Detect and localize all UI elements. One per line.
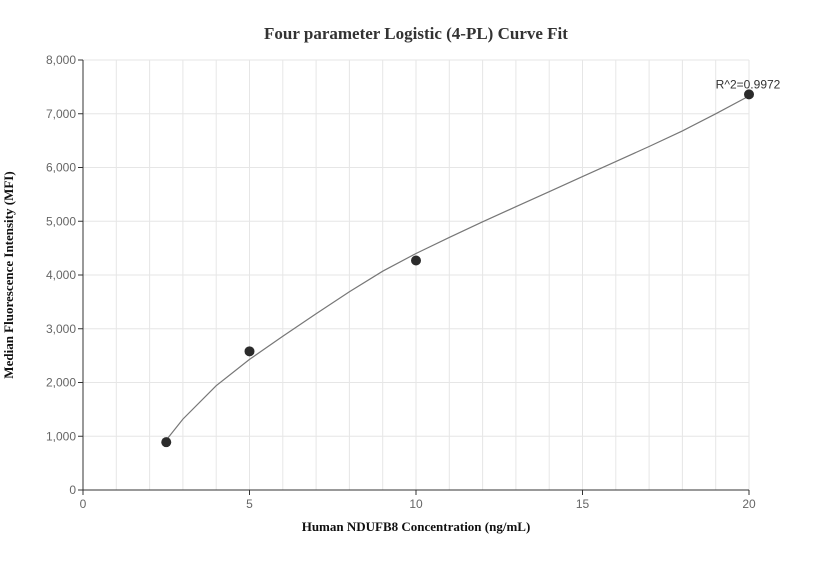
x-tick-label: 10 bbox=[409, 497, 423, 511]
y-tick-label: 8,000 bbox=[46, 53, 76, 67]
y-axis-title: Median Fluorescence Intensity (MFI) bbox=[1, 171, 16, 378]
data-point bbox=[744, 89, 754, 100]
x-axis-title: Human NDUFB8 Concentration (ng/mL) bbox=[302, 519, 531, 534]
data-point bbox=[411, 255, 421, 266]
y-tick-label: 3,000 bbox=[46, 322, 76, 336]
data-points bbox=[161, 89, 754, 448]
y-tick-label: 5,000 bbox=[46, 214, 76, 228]
y-tick-label: 1,000 bbox=[46, 429, 76, 443]
y-tick-label: 4,000 bbox=[46, 268, 76, 282]
x-tick-label: 20 bbox=[742, 497, 756, 511]
y-tick-label: 2,000 bbox=[46, 376, 76, 390]
grid bbox=[83, 59, 750, 490]
axes: 0 1,000 2,000 3,000 4,000 5,000 6,000 7,000 8,00… bbox=[46, 53, 756, 511]
data-point bbox=[244, 346, 255, 357]
r-squared-annotation: R^2=0.9972 bbox=[716, 77, 781, 91]
fit-curve bbox=[165, 95, 750, 441]
fit-curve-layer bbox=[165, 95, 750, 441]
x-tick-label: 15 bbox=[576, 497, 590, 511]
y-tick-label: 6,000 bbox=[46, 161, 76, 175]
x-tick-label: 5 bbox=[246, 497, 253, 511]
y-tick-label: 0 bbox=[69, 483, 76, 497]
chart-title: Four parameter Logistic (4-PL) Curve Fit bbox=[264, 24, 568, 43]
y-tick-label: 7,000 bbox=[46, 107, 76, 121]
x-tick-label: 0 bbox=[80, 497, 87, 511]
data-point bbox=[161, 437, 172, 448]
